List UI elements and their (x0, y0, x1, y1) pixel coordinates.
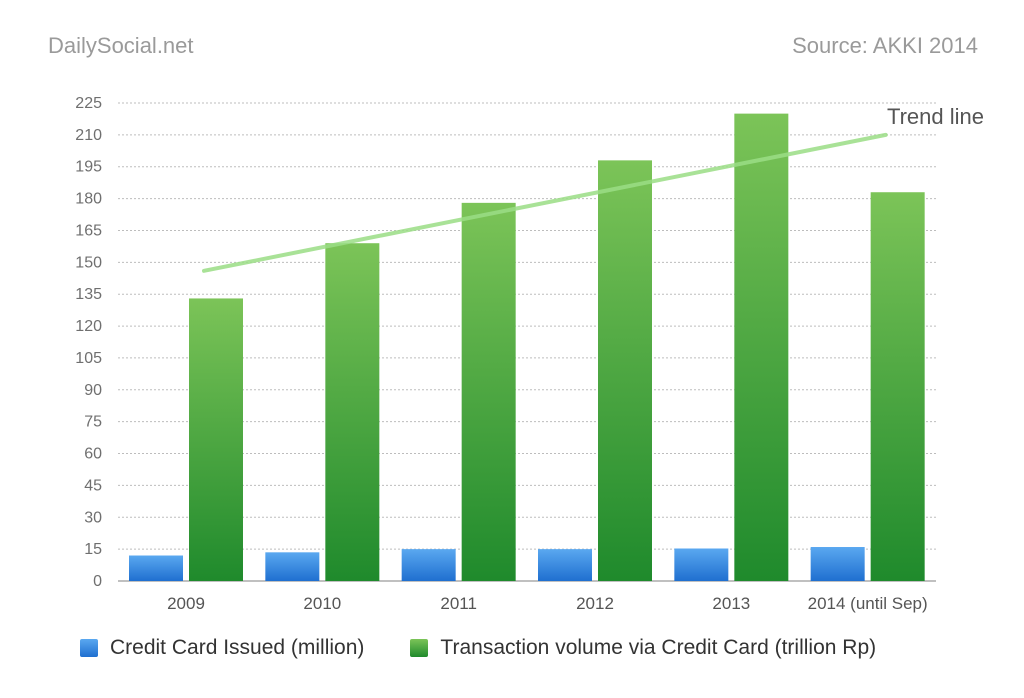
bar-transaction-volume (461, 202, 516, 582)
y-tick-label: 60 (84, 446, 102, 463)
x-category-label: 2014 (until Sep) (808, 594, 928, 613)
y-tick-label: 0 (93, 573, 102, 590)
y-tick-label: 90 (84, 382, 102, 399)
trend-line (202, 132, 888, 273)
legend-label-transaction-volume: Transaction volume via Credit Card (tril… (440, 636, 877, 659)
y-tick-label: 15 (84, 541, 102, 558)
legend-item-transaction-volume: Transaction volume via Credit Card (tril… (410, 636, 876, 660)
legend-swatch-green (410, 639, 429, 657)
bar-transaction-volume (734, 113, 789, 581)
legend-swatch-blue (80, 639, 98, 657)
y-tick-label: 225 (75, 95, 102, 112)
bar-transaction-volume (598, 160, 652, 582)
trend-line-label: Trend line (887, 104, 984, 129)
x-category-label: 2010 (303, 594, 341, 613)
trend-line-group: Trend line (202, 104, 984, 273)
source-label: Source: AKKI 2014 (792, 33, 978, 58)
y-tick-label: 75 (84, 414, 102, 431)
x-category-label: 2011 (440, 594, 477, 613)
y-tick-label: 210 (75, 127, 102, 144)
bar-credit-card-issued (265, 552, 320, 581)
brand-label: DailySocial.net (48, 33, 194, 58)
bar-credit-card-issued (538, 549, 592, 581)
legend-label-credit-card-issued: Credit Card Issued (million) (110, 636, 365, 659)
bar-credit-card-issued (129, 555, 183, 581)
x-category-label: 2013 (712, 594, 750, 613)
y-tick-label: 30 (84, 509, 102, 526)
y-tick-label: 180 (75, 191, 102, 208)
y-tick-label: 195 (75, 159, 102, 176)
y-tick-label: 105 (75, 350, 102, 367)
bar-transaction-volume (325, 243, 380, 582)
bar-transaction-volume (189, 298, 243, 581)
y-tick-label: 135 (75, 286, 102, 303)
bars (129, 113, 925, 582)
y-tick-label: 45 (84, 477, 102, 494)
y-tick-label: 120 (75, 318, 102, 335)
y-tick-label: 150 (75, 254, 102, 271)
x-category-label: 2012 (576, 594, 614, 613)
bar-credit-card-issued (810, 547, 865, 581)
y-axis-ticks: 0 15 30 45 60 75 90 105 120 135 150 165 180 195 210 225 (75, 95, 102, 590)
bar-credit-card-issued (674, 548, 729, 581)
bar-transaction-volume (870, 192, 925, 581)
gridlines (118, 102, 936, 582)
legend: Credit Card Issued (million) Transaction… (80, 636, 984, 660)
x-axis-labels: 2009 2010 2011 2012 2013 2014 (until Sep) (167, 594, 928, 613)
x-category-label: 2009 (167, 594, 205, 613)
legend-item-credit-card-issued: Credit Card Issued (million) (80, 636, 364, 660)
bar-credit-card-issued (401, 549, 456, 581)
y-tick-label: 165 (75, 222, 102, 239)
